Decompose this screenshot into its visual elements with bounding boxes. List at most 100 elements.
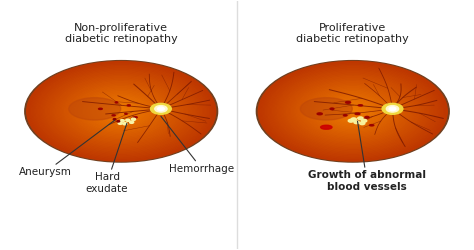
Circle shape <box>64 82 178 141</box>
Circle shape <box>308 88 398 135</box>
Circle shape <box>280 73 426 150</box>
Circle shape <box>289 78 417 145</box>
Circle shape <box>313 90 393 132</box>
Circle shape <box>322 95 383 128</box>
Circle shape <box>336 102 369 120</box>
Ellipse shape <box>355 113 360 114</box>
Circle shape <box>334 102 372 121</box>
Circle shape <box>46 72 197 151</box>
Ellipse shape <box>99 108 102 110</box>
Circle shape <box>263 64 443 158</box>
Circle shape <box>50 74 192 148</box>
Circle shape <box>112 106 131 116</box>
Circle shape <box>126 119 130 121</box>
Ellipse shape <box>344 114 347 116</box>
Circle shape <box>306 86 400 136</box>
Circle shape <box>294 80 412 142</box>
Ellipse shape <box>358 105 363 106</box>
Circle shape <box>277 72 428 151</box>
Circle shape <box>386 106 399 112</box>
Ellipse shape <box>125 113 127 114</box>
Circle shape <box>117 109 126 114</box>
Text: Non-proliferative
diabetic retinopathy: Non-proliferative diabetic retinopathy <box>65 22 178 44</box>
Circle shape <box>74 86 168 136</box>
Circle shape <box>76 88 166 135</box>
Circle shape <box>282 74 424 148</box>
Circle shape <box>273 69 433 154</box>
Circle shape <box>69 84 173 139</box>
Ellipse shape <box>112 115 115 116</box>
Ellipse shape <box>127 105 130 106</box>
Circle shape <box>329 99 376 124</box>
Ellipse shape <box>69 98 121 120</box>
Circle shape <box>43 70 199 152</box>
Circle shape <box>123 123 127 125</box>
Circle shape <box>53 75 190 147</box>
Ellipse shape <box>134 116 137 118</box>
Circle shape <box>331 100 374 122</box>
Circle shape <box>62 80 180 142</box>
Ellipse shape <box>330 108 334 110</box>
Circle shape <box>275 70 431 152</box>
Ellipse shape <box>320 125 332 129</box>
Circle shape <box>256 60 449 162</box>
Circle shape <box>31 64 211 158</box>
Circle shape <box>258 62 447 161</box>
Circle shape <box>95 98 147 125</box>
Circle shape <box>67 83 175 140</box>
Circle shape <box>41 69 201 154</box>
Circle shape <box>354 121 359 124</box>
Circle shape <box>319 94 386 129</box>
Circle shape <box>292 79 414 144</box>
Circle shape <box>91 95 152 128</box>
Text: Hard
exudate: Hard exudate <box>86 123 128 194</box>
Circle shape <box>151 103 171 114</box>
Circle shape <box>113 118 116 120</box>
Circle shape <box>348 120 354 122</box>
Circle shape <box>118 122 122 124</box>
Circle shape <box>48 73 194 150</box>
Circle shape <box>86 93 156 130</box>
Ellipse shape <box>301 98 352 120</box>
Circle shape <box>83 92 159 131</box>
Circle shape <box>36 66 206 156</box>
Text: Proliferative
diabetic retinopathy: Proliferative diabetic retinopathy <box>296 22 409 44</box>
Circle shape <box>55 76 187 146</box>
Circle shape <box>117 120 120 122</box>
Circle shape <box>38 68 204 155</box>
Circle shape <box>296 82 410 141</box>
Circle shape <box>261 63 445 160</box>
Circle shape <box>303 85 402 138</box>
Circle shape <box>157 107 164 110</box>
Circle shape <box>358 117 363 120</box>
Ellipse shape <box>365 116 369 118</box>
Circle shape <box>310 89 395 134</box>
Text: Hemorrhage: Hemorrhage <box>161 116 234 173</box>
Circle shape <box>131 118 136 120</box>
Circle shape <box>270 68 436 155</box>
Text: Growth of abnormal
blood vessels: Growth of abnormal blood vessels <box>308 121 426 192</box>
Circle shape <box>348 109 357 114</box>
Circle shape <box>114 108 128 115</box>
Circle shape <box>79 89 164 134</box>
Circle shape <box>360 122 365 125</box>
Circle shape <box>100 100 143 122</box>
Circle shape <box>29 63 213 160</box>
Circle shape <box>93 96 150 126</box>
Circle shape <box>318 93 388 130</box>
Circle shape <box>107 104 136 119</box>
Circle shape <box>268 66 438 156</box>
Circle shape <box>346 108 360 115</box>
Circle shape <box>34 65 209 157</box>
Circle shape <box>81 90 161 132</box>
Circle shape <box>265 65 440 157</box>
Ellipse shape <box>346 102 351 103</box>
Ellipse shape <box>370 124 374 126</box>
Circle shape <box>129 121 134 123</box>
Circle shape <box>341 105 365 118</box>
Circle shape <box>88 94 155 129</box>
Circle shape <box>389 107 396 110</box>
Circle shape <box>105 102 138 120</box>
Circle shape <box>72 85 171 138</box>
Circle shape <box>350 110 355 112</box>
